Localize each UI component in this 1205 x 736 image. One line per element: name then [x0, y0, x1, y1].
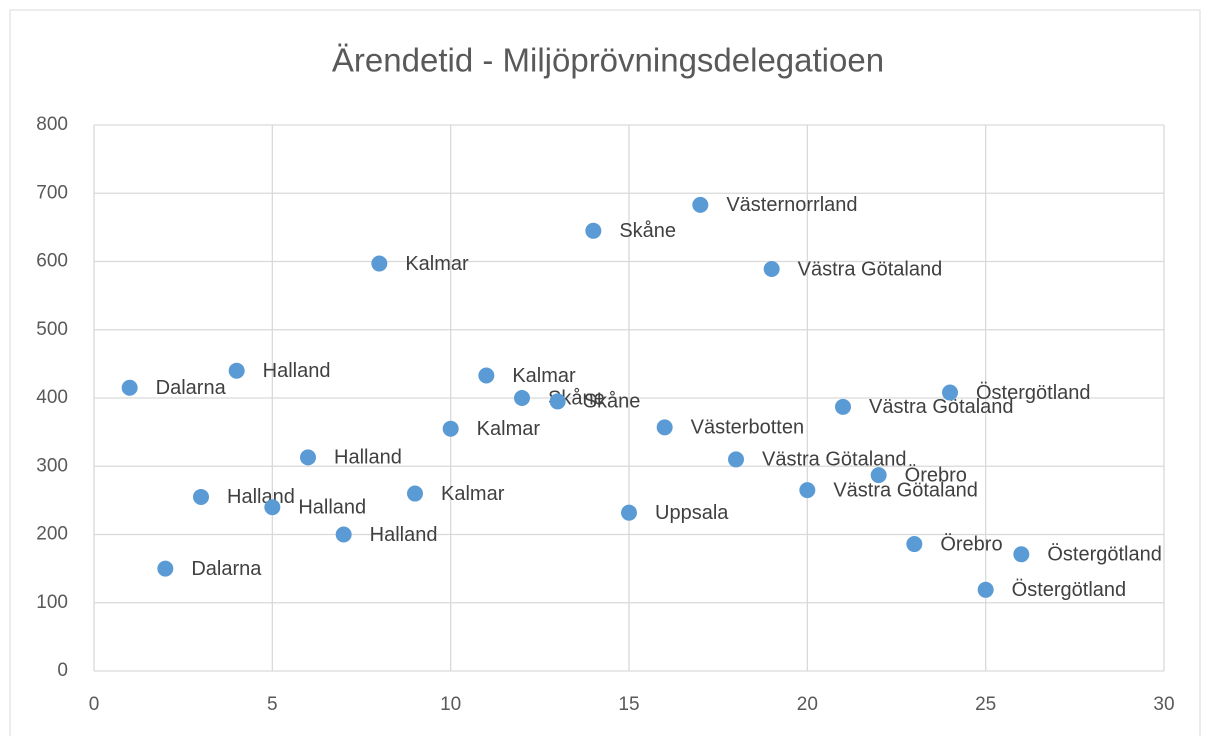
point	[407, 485, 423, 502]
point-label: Västerbotten	[691, 417, 804, 439]
x-tick-label: 20	[797, 694, 818, 715]
point	[906, 536, 923, 553]
point	[799, 482, 816, 499]
point	[977, 581, 994, 598]
y-tick-label: 0	[57, 660, 68, 681]
y-tick-label: 200	[36, 524, 68, 545]
point-label: Västra Götaland	[762, 449, 907, 471]
y-tick-label: 500	[36, 319, 68, 340]
y-tick-label: 400	[36, 387, 68, 408]
point-label: Örebro	[905, 464, 967, 486]
point	[157, 560, 174, 577]
point-label: Skåne	[619, 220, 676, 242]
point	[656, 419, 673, 436]
point-label: Kalmar	[441, 483, 505, 505]
y-tick-label: 700	[36, 182, 68, 203]
point-label: Västra Götaland	[798, 258, 943, 280]
point	[478, 367, 495, 384]
y-tick-label: 100	[36, 592, 68, 613]
x-tick-label: 15	[618, 694, 639, 715]
point	[300, 449, 316, 466]
point-label: Kalmar	[405, 253, 469, 275]
y-tick-label: 600	[36, 251, 68, 272]
point-label: Västra Götaland	[833, 479, 978, 501]
point	[371, 255, 388, 272]
point	[264, 499, 281, 516]
point	[870, 467, 887, 484]
x-tick-label: 0	[89, 694, 100, 715]
point	[1013, 546, 1030, 563]
point-label: Östergötland	[1012, 579, 1127, 601]
point	[121, 379, 138, 396]
point	[942, 384, 958, 401]
point-label: Halland	[263, 360, 331, 382]
point	[228, 362, 245, 379]
point	[692, 196, 709, 213]
y-tick-label: 300	[36, 455, 68, 476]
chart-title: Ärendetid - Miljöprövningsdelegatioen	[332, 42, 884, 79]
x-tick-label: 10	[440, 694, 461, 715]
point	[585, 222, 602, 239]
point-label: Halland	[370, 524, 438, 546]
point	[335, 526, 352, 543]
y-tick-label: 800	[36, 114, 68, 135]
point-label: Halland	[298, 496, 366, 518]
point-label: Västernorrland	[726, 194, 857, 216]
point-label: Halland	[334, 447, 402, 469]
point-label: Östergötland	[976, 382, 1091, 404]
point-label: Västra Götaland	[869, 396, 1014, 418]
point-label: Kalmar	[512, 365, 576, 387]
point	[835, 398, 851, 415]
point-label: Dalarna	[191, 558, 262, 580]
point-label: Örebro	[940, 533, 1002, 555]
point-label: Kalmar	[477, 418, 541, 440]
point	[442, 420, 459, 437]
point	[514, 390, 530, 406]
point-label: Halland	[227, 486, 295, 508]
point-label: Skåne	[584, 391, 641, 413]
x-tick-label: 30	[1153, 694, 1174, 715]
point-label: Dalarna	[156, 377, 227, 399]
x-tick-label: 25	[975, 694, 996, 715]
chart-border	[9, 9, 1201, 736]
point-label: Uppsala	[655, 502, 729, 524]
point-label: Östergötland	[1047, 544, 1162, 566]
point	[763, 261, 780, 278]
point	[728, 451, 744, 468]
point	[621, 504, 637, 521]
x-tick-label: 5	[267, 694, 278, 715]
point	[193, 488, 209, 505]
point	[549, 393, 566, 410]
